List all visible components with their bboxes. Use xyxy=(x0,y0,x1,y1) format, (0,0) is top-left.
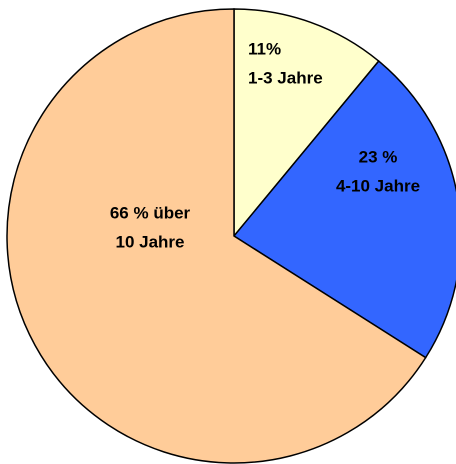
slice-label: 66 % über xyxy=(110,203,191,222)
slice-label: 10 Jahre xyxy=(116,232,185,251)
slice-label: 4-10 Jahre xyxy=(336,176,420,195)
pie-slice xyxy=(233,8,380,239)
pie-slice xyxy=(6,8,427,464)
slice-label: 11% xyxy=(248,39,281,58)
pie-slice xyxy=(232,60,456,359)
slice-label: 1-3 Jahre xyxy=(248,68,323,87)
slice-label: 23 % xyxy=(359,147,398,166)
